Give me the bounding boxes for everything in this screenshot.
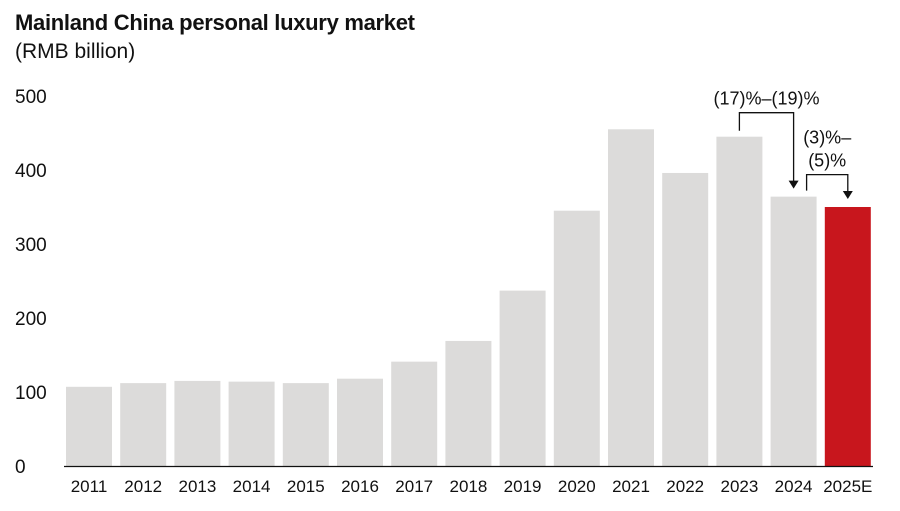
x-tick-label: 2020 — [558, 477, 596, 496]
bar-2022 — [662, 172, 709, 466]
annotation-label: (5)% — [808, 151, 846, 171]
y-tick-label: 400 — [15, 161, 47, 182]
x-tick-label: 2013 — [178, 477, 216, 496]
y-tick-label: 500 — [15, 87, 47, 108]
x-tick-label: 2021 — [612, 477, 650, 496]
y-tick-label: 100 — [15, 383, 47, 404]
bar-2019 — [499, 290, 546, 466]
x-tick-label: 2024 — [775, 477, 813, 496]
y-tick-label: 0 — [15, 457, 26, 478]
x-tick-label: 2011 — [71, 477, 108, 496]
bar-2011 — [66, 386, 112, 466]
x-tick-label: 2016 — [341, 477, 379, 496]
bar-2017 — [391, 361, 438, 466]
x-tick-label: 2012 — [124, 477, 162, 496]
bar-2013 — [174, 380, 221, 466]
y-tick-label: 200 — [15, 309, 47, 330]
annotation-label: (3)%– — [803, 128, 851, 148]
bar-2025E — [824, 207, 871, 466]
bar-2023 — [716, 136, 763, 466]
annotation-arrow-icon — [788, 180, 799, 189]
x-tick-label: 2018 — [449, 477, 487, 496]
chart-title: Mainland China personal luxury market — [15, 10, 415, 35]
bar-2024 — [770, 196, 817, 466]
x-tick-label: 2015 — [287, 477, 325, 496]
x-tick-label: 2022 — [666, 477, 704, 496]
y-tick-label: 300 — [15, 235, 47, 256]
bar-2015 — [282, 383, 329, 466]
x-tick-label: 2017 — [395, 477, 433, 496]
chart-subtitle: (RMB billion) — [15, 40, 136, 63]
bar-2014 — [228, 381, 275, 466]
bar-2020 — [553, 210, 600, 466]
bar-2016 — [337, 378, 383, 466]
bar-2018 — [445, 340, 492, 466]
bar-2021 — [608, 129, 654, 467]
annotation-label: (17)%–(19)% — [713, 89, 819, 109]
bar-2012 — [120, 383, 167, 466]
x-tick-label: 2023 — [720, 477, 758, 496]
annotation-bracket — [738, 112, 795, 183]
x-tick-label: 2025E — [823, 477, 872, 496]
x-tick-label: 2014 — [233, 477, 271, 496]
annotation-arrow-icon — [842, 191, 853, 199]
x-tick-label: 2019 — [504, 477, 542, 496]
annotation-bracket — [805, 173, 849, 193]
